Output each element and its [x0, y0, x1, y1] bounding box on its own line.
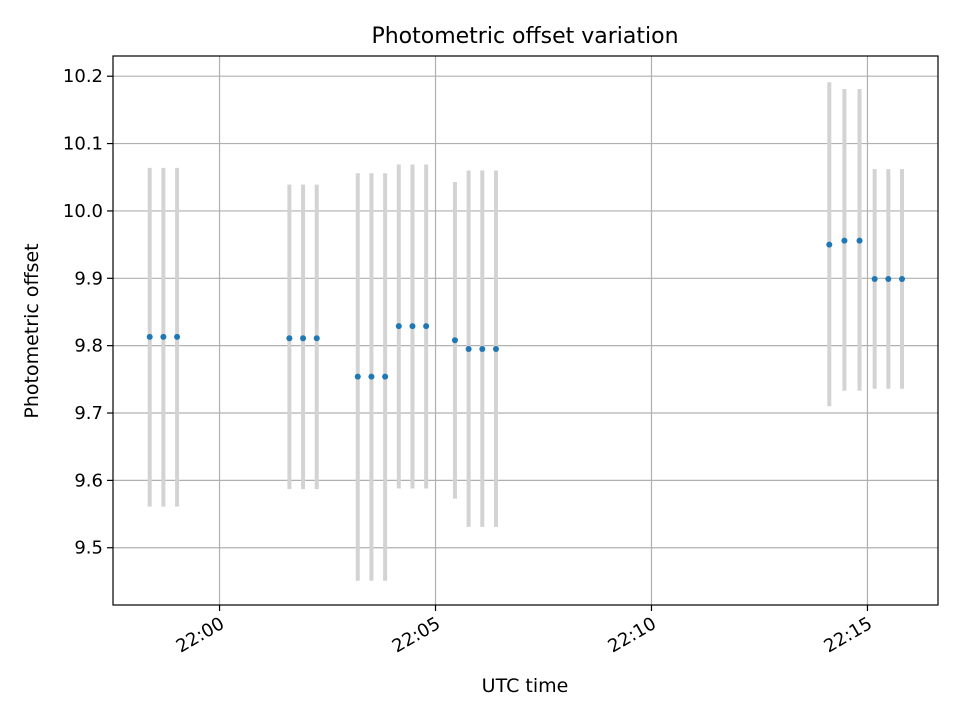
y-tick-label: 9.6: [74, 470, 103, 491]
data-point: [146, 333, 153, 340]
data-point: [856, 237, 863, 244]
grid-layer: [113, 56, 938, 605]
y-tick-label: 10.2: [63, 66, 103, 87]
data-point: [354, 373, 361, 380]
data-point: [841, 237, 848, 244]
tick-layer: 9.59.69.79.89.910.010.110.222:00 22:05 22:…: [63, 66, 876, 657]
y-tick-label: 10.1: [63, 134, 103, 155]
y-tick-label: 9.5: [74, 538, 103, 559]
data-point: [423, 323, 430, 330]
data-point: [479, 346, 486, 353]
y-tick-label: 9.9: [74, 268, 103, 289]
x-axis-label: UTC time: [482, 675, 569, 697]
data-point: [871, 275, 878, 282]
y-axis-label: Photometric offset: [21, 243, 43, 418]
data-point: [899, 275, 906, 282]
data-point: [160, 333, 167, 340]
data-point: [492, 346, 499, 353]
data-point: [826, 241, 833, 248]
data-point: [395, 323, 402, 330]
data-point: [885, 275, 892, 282]
data-point: [451, 337, 458, 344]
plot-frame: [112, 55, 939, 606]
y-tick-label: 9.8: [74, 336, 103, 357]
data-point: [465, 346, 472, 353]
data-point: [300, 335, 307, 342]
data-point: [409, 323, 416, 330]
y-tick-label: 9.7: [74, 403, 103, 424]
chart-title: Photometric offset variation: [371, 24, 678, 49]
data-point: [174, 333, 181, 340]
point-layer: [146, 237, 906, 380]
data-point: [286, 335, 293, 342]
y-tick-label: 10.0: [63, 201, 103, 222]
data-point: [313, 335, 320, 342]
data-point: [382, 373, 389, 380]
data-point: [368, 373, 375, 380]
